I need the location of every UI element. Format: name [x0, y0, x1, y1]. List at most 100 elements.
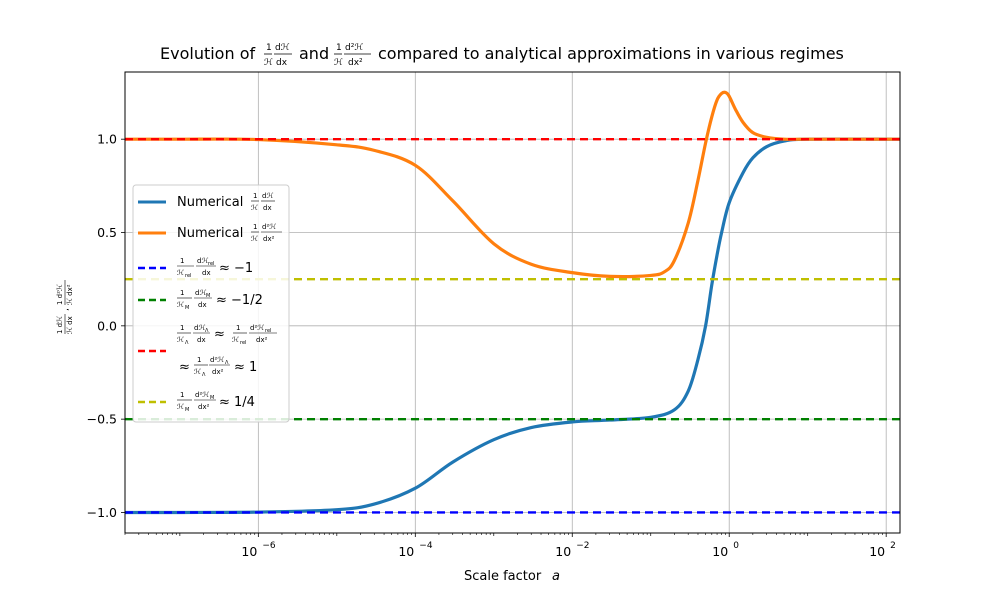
svg-text:M: M [206, 293, 210, 299]
svg-text:Numerical: Numerical [177, 195, 243, 210]
svg-text:ℋ: ℋ [177, 269, 184, 277]
svg-text:10: 10 [241, 544, 257, 559]
svg-text:dx²: dx² [256, 336, 268, 344]
svg-text:Λ: Λ [225, 360, 229, 366]
y-tick-label: 0.5 [97, 225, 117, 240]
title-f1-num2: dℋ [275, 43, 290, 53]
y-label-a: 1 dℋ [56, 316, 64, 334]
svg-text:≈ 1/4: ≈ 1/4 [219, 395, 255, 410]
svg-text:d²ℋ: d²ℋ [250, 324, 264, 332]
x-tick-label: 10 −6 [241, 541, 275, 559]
x-axis-label-text: Scale factor [464, 569, 542, 584]
svg-text:dℋ: dℋ [197, 257, 208, 265]
title-f2-num: 1 [336, 43, 342, 53]
svg-text:10: 10 [398, 544, 414, 559]
x-tick-label: 10 −2 [555, 541, 589, 559]
title-f2-den2: dx² [348, 58, 363, 68]
svg-text:0: 0 [733, 541, 739, 551]
svg-text:Λ: Λ [205, 328, 209, 334]
svg-text:Λ: Λ [202, 372, 206, 378]
svg-text:10: 10 [555, 544, 571, 559]
svg-text:Numerical: Numerical [177, 226, 243, 241]
x-tick-label: 10 2 [869, 541, 896, 559]
legend: Numerical 1 ℋ dℋ dx Numerical 1 ℋ d²ℋ dx… [132, 184, 290, 423]
svg-text:ℋ: ℋ [194, 368, 201, 376]
svg-text:ℋ: ℋ [232, 336, 239, 344]
y-tick-label: −0.5 [87, 412, 117, 427]
svg-text:dx²: dx² [263, 235, 275, 243]
svg-text:d²ℋ: d²ℋ [262, 223, 276, 231]
series-lines [124, 90, 901, 515]
svg-text:≈: ≈ [214, 327, 225, 342]
legend-box [132, 184, 290, 423]
y-axis-label: 1 dℋ ℋ dx , 1 d²ℋ ℋ dx² [56, 280, 74, 334]
svg-text:≈ 1: ≈ 1 [234, 360, 257, 375]
svg-text:rel: rel [185, 273, 191, 279]
svg-text:−2: −2 [576, 541, 589, 551]
svg-text:1: 1 [180, 391, 184, 399]
svg-text:1: 1 [180, 257, 184, 265]
svg-text:1: 1 [180, 324, 184, 332]
svg-text:dx: dx [197, 336, 206, 344]
svg-text:−6: −6 [262, 541, 276, 551]
svg-text:dx²: dx² [198, 403, 210, 411]
svg-text:rel: rel [240, 340, 246, 346]
svg-text:dℋ: dℋ [195, 289, 206, 297]
svg-text:M: M [185, 305, 189, 311]
ticks [121, 138, 887, 537]
legend-item-matter-approx: 1 ℋ M dℋ M dx ≈ −1/2 [138, 289, 263, 311]
svg-text:rel: rel [265, 328, 271, 334]
chart-title: Evolution of 1 ℋ dℋ dx and 1 ℋ d²ℋ dx² c… [160, 43, 844, 68]
svg-text:1: 1 [253, 223, 257, 231]
svg-text:dx: dx [202, 269, 211, 277]
svg-text:Λ: Λ [185, 340, 189, 346]
x-axis-label: Scale factor a [464, 569, 560, 584]
svg-text:ℋ: ℋ [177, 336, 184, 344]
y-label-d: ℋ dx² [66, 284, 74, 305]
svg-text:dx²: dx² [212, 368, 224, 376]
x-tick-label: 10 0 [712, 541, 739, 559]
y-tick-label: 1.0 [97, 132, 117, 147]
svg-text:1: 1 [180, 289, 184, 297]
series-num1-line [124, 137, 901, 515]
svg-text:d²ℋ: d²ℋ [195, 391, 209, 399]
svg-text:10: 10 [869, 544, 885, 559]
svg-text:ℋ: ℋ [251, 204, 258, 212]
y-tick-labels: −1.0 −0.5 0.0 0.5 1.0 [87, 132, 117, 520]
axes-frame [124, 71, 901, 534]
svg-text:dx: dx [198, 301, 207, 309]
svg-text:ℋ: ℋ [177, 301, 184, 309]
legend-item-lambda-approx: 1 ℋ Λ dℋ Λ dx ≈ 1 ℋ rel d²ℋ rel dx² ≈ 1 … [138, 324, 277, 378]
svg-text:2: 2 [890, 541, 896, 551]
svg-text:dx: dx [263, 204, 272, 212]
svg-text:d²ℋ: d²ℋ [210, 356, 224, 364]
title-fraction-1: 1 ℋ dℋ dx [264, 43, 292, 68]
svg-text:1: 1 [236, 324, 240, 332]
x-axis-label-var: a [552, 569, 560, 584]
title-f1-den: ℋ [264, 58, 273, 68]
title-f2-den: ℋ [334, 58, 343, 68]
legend-item-numerical-first-derivative: Numerical 1 ℋ dℋ dx [138, 192, 275, 212]
svg-text:M: M [185, 407, 189, 413]
y-label-sep: , [61, 308, 71, 311]
x-tick-labels: 10 −6 10 −4 10 −2 10 0 10 2 [241, 541, 896, 559]
y-tick-label: 0.0 [97, 318, 117, 333]
series-num2-line [124, 90, 900, 279]
y-label-c: 1 d²ℋ [56, 284, 64, 305]
svg-text:dℋ: dℋ [194, 324, 205, 332]
title-suffix: compared to analytical approximations in… [378, 44, 844, 63]
svg-text:≈ −1/2: ≈ −1/2 [216, 293, 263, 308]
svg-text:≈: ≈ [179, 360, 190, 375]
svg-text:10: 10 [712, 544, 728, 559]
svg-text:rel: rel [208, 261, 214, 267]
title-mid: and [299, 44, 329, 63]
title-prefix: Evolution of [160, 44, 255, 63]
y-label-b: ℋ dx [66, 316, 74, 334]
title-f1-num: 1 [266, 43, 272, 53]
title-f2-num2: d²ℋ [345, 43, 363, 53]
svg-text:dℋ: dℋ [262, 192, 273, 200]
x-tick-label: 10 −4 [398, 541, 432, 559]
legend-item-matter-second-approx: 1 ℋ M d²ℋ M dx² ≈ 1/4 [138, 391, 255, 413]
y-tick-label: −1.0 [87, 505, 117, 520]
